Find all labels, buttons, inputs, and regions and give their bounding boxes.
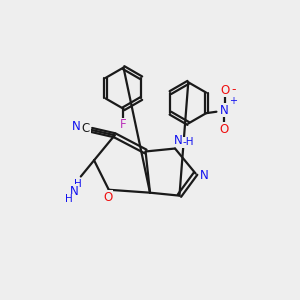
Text: F: F: [120, 118, 127, 131]
Text: -H: -H: [182, 137, 194, 147]
Text: H: H: [65, 194, 73, 204]
Text: N: N: [200, 169, 208, 182]
Text: N: N: [70, 185, 78, 198]
Text: O: O: [219, 123, 228, 136]
Text: O: O: [220, 84, 230, 97]
Text: +: +: [229, 96, 237, 106]
Text: N: N: [72, 120, 81, 133]
Text: H: H: [74, 179, 82, 189]
Text: C: C: [82, 122, 90, 135]
Text: -: -: [232, 82, 236, 95]
Text: O: O: [103, 190, 113, 204]
Text: N: N: [219, 104, 228, 117]
Text: N: N: [174, 134, 182, 147]
